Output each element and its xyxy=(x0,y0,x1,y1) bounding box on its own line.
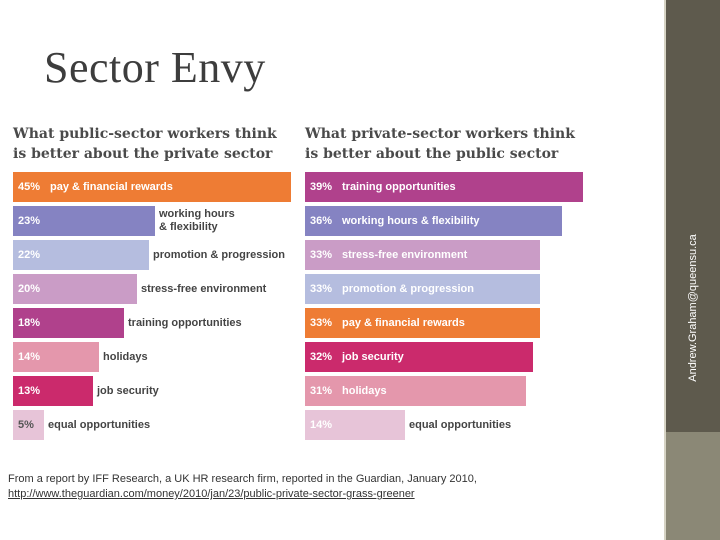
bar-value-label: 23% xyxy=(18,215,41,227)
bar-category-label: pay & financial rewards xyxy=(342,317,465,329)
bar xyxy=(13,206,155,236)
bar xyxy=(305,308,540,338)
chart-title: What private-sector workers think is bet… xyxy=(305,126,575,162)
bar xyxy=(305,172,583,202)
bar-value-label: 33% xyxy=(310,317,333,329)
bar-value-label: 33% xyxy=(310,249,333,261)
bar-category-label: working hours & flexibility xyxy=(159,208,235,233)
bar-value-label: 45% xyxy=(18,181,41,193)
bar-category-label: promotion & progression xyxy=(342,283,474,295)
bar-value-label: 14% xyxy=(18,351,41,363)
bar-category-label: working hours & flexibility xyxy=(342,215,480,227)
side-divider xyxy=(664,0,666,540)
bar-category-label: equal opportunities xyxy=(48,418,151,431)
bar xyxy=(305,410,405,440)
source-note: From a report by IFF Research, a UK HR r… xyxy=(8,472,477,502)
bar-value-label: 32% xyxy=(310,351,333,363)
bar-value-label: 22% xyxy=(18,249,41,261)
bar-value-label: 13% xyxy=(18,385,41,397)
slide-title: Sector Envy xyxy=(44,43,266,92)
bar-value-label: 14% xyxy=(310,419,333,431)
bar-category-label: stress-free environment xyxy=(141,282,267,295)
bar xyxy=(305,240,540,270)
bar-category-label: training opportunities xyxy=(342,181,456,193)
bar-category-label: training opportunities xyxy=(128,316,242,329)
bar-value-label: 18% xyxy=(18,317,41,329)
bar-category-label: promotion & progression xyxy=(153,248,285,261)
bar xyxy=(13,240,149,270)
side-band-bottom xyxy=(666,432,720,540)
public-sector-chart: What public-sector workers think is bett… xyxy=(8,120,296,450)
chart-title: What public-sector workers think is bett… xyxy=(13,126,277,162)
source-text: From a report by IFF Research, a UK HR r… xyxy=(8,473,477,485)
side-band xyxy=(666,0,720,432)
bar-value-label: 39% xyxy=(310,181,333,193)
bar xyxy=(305,376,526,406)
bar-category-label: equal opportunities xyxy=(409,418,512,431)
bar-value-label: 36% xyxy=(310,215,333,227)
private-sector-chart: What private-sector workers think is bet… xyxy=(300,120,588,450)
bar-category-label: pay & financial rewards xyxy=(50,181,173,193)
bar-value-label: 31% xyxy=(310,385,333,397)
bar-category-label: job security xyxy=(97,384,159,397)
bar xyxy=(305,342,533,372)
bar xyxy=(305,206,562,236)
bar-category-label: holidays xyxy=(103,350,148,363)
source-link[interactable]: http://www.theguardian.com/money/2010/ja… xyxy=(8,488,415,500)
bar xyxy=(13,172,291,202)
bar xyxy=(13,376,93,406)
bar-category-label: holidays xyxy=(342,385,387,397)
bar-value-label: 20% xyxy=(18,283,41,295)
bar xyxy=(13,308,124,338)
bar xyxy=(305,274,540,304)
bar-value-label: 33% xyxy=(310,283,333,295)
bar-category-label: stress-free environment xyxy=(342,249,468,261)
bar xyxy=(13,410,44,440)
bar-category-label: job security xyxy=(342,351,404,363)
bar xyxy=(13,342,99,372)
bar xyxy=(13,274,137,304)
vertical-email: Andrew.Graham@queensu.ca xyxy=(687,234,699,382)
bar-value-label: 5% xyxy=(18,419,34,431)
